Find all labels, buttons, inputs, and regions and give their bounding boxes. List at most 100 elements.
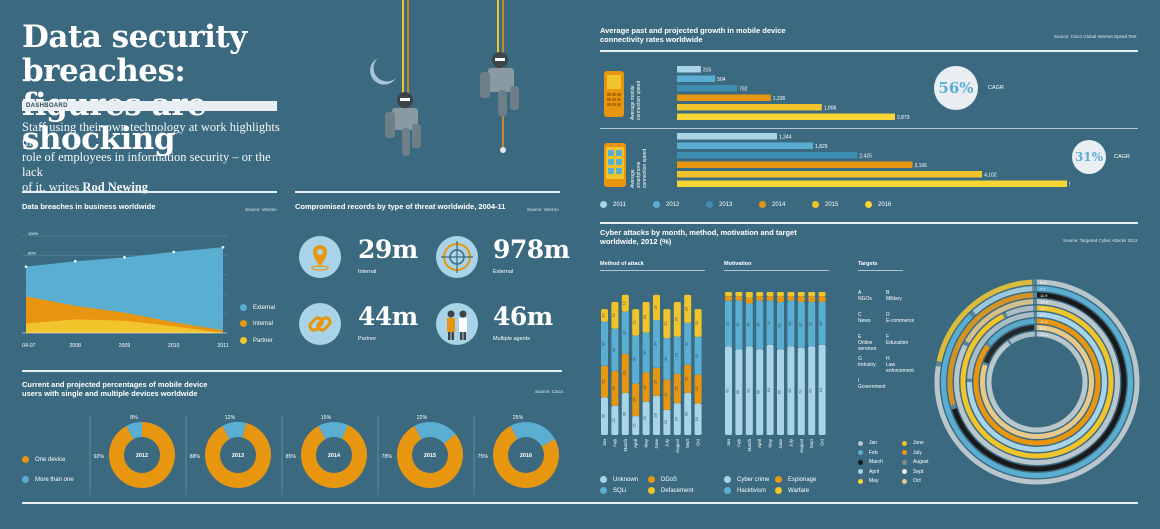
stack-value: 30 [746, 323, 750, 327]
y-tick-label: 100% [28, 231, 39, 236]
stack-value: 26 [633, 398, 637, 402]
connectivity-value-label: 504 [717, 77, 726, 83]
donut-slice-one [301, 425, 367, 488]
donut-year: 2015 [424, 453, 436, 459]
donut-more-label: 25% [513, 415, 524, 421]
connectivity-bar [677, 152, 858, 159]
legend-cyber-crime: Cyber crime [724, 476, 769, 483]
external-point [123, 256, 126, 259]
stack-segment [797, 302, 805, 348]
stack-segment [756, 292, 764, 297]
stack-value: 32 [726, 321, 730, 325]
stack-segment [756, 300, 764, 350]
month-label: Sept [809, 438, 814, 448]
stack-segment [601, 309, 608, 322]
title-line-1: Data security breaches: [22, 19, 247, 89]
donut-one-label: 85% [286, 454, 297, 460]
month-label: June [778, 439, 783, 449]
x-tick-label: 2009 [119, 343, 131, 349]
stack-segment [684, 294, 692, 323]
record-internal-label: Internal [358, 269, 377, 275]
stack-value: 33 [664, 357, 668, 361]
stack-segment [735, 292, 743, 297]
stack-value: 28 [654, 413, 658, 417]
crosshair-icon [436, 236, 478, 278]
ring-value: 11.9 [1040, 293, 1048, 298]
stack-value: 26 [674, 317, 678, 321]
stack-segment [766, 296, 774, 301]
stack-segment [632, 416, 640, 435]
target-item: I Government [858, 378, 886, 390]
stack-value: 24 [664, 393, 668, 397]
month-label: March [623, 439, 628, 452]
ring-arc [954, 299, 1120, 465]
donut-pointer [212, 450, 218, 460]
stack-segment [766, 292, 774, 297]
month-label: Feb [612, 439, 617, 447]
stack-segment [808, 296, 816, 303]
stack-segment [787, 346, 795, 435]
month-legend-item: April [858, 469, 879, 475]
month-label: August [675, 438, 680, 453]
breaches-title: Data breaches in business worldwide [22, 202, 156, 211]
donut-one-label: 92% [94, 454, 105, 460]
partner-area [26, 319, 223, 333]
month-label: April [757, 439, 762, 448]
stack-segment [766, 344, 774, 435]
stack-segment [787, 296, 795, 301]
stack-segment [642, 372, 650, 402]
section-tag: DASHBOARD [22, 101, 277, 111]
devices-source: Source: Cisco [535, 389, 564, 394]
stack-value: 62 [788, 389, 792, 393]
stack-segment [632, 335, 640, 384]
stack-segment [673, 336, 681, 374]
targets-title: Targets [858, 261, 878, 267]
stack-value: 15 [633, 423, 637, 427]
stack-value: 22 [695, 321, 699, 325]
legend-more-than-one: More than one [22, 476, 74, 483]
ring-value: 11.4 [1040, 319, 1048, 324]
month-legend: Jan June Feb July March August April Sept May Oct [858, 440, 938, 495]
month-legend-item: Oct [902, 478, 921, 484]
stack-segment [818, 296, 826, 303]
connectivity-legend-item: 2011 [600, 201, 626, 208]
donut-year: 2014 [328, 453, 341, 459]
ring-arc [941, 286, 1133, 478]
stack-segment [684, 364, 692, 393]
legend-espionage: Espionage [775, 476, 816, 483]
stack-segment [673, 302, 681, 337]
stack-value: 23 [643, 315, 647, 319]
donut-slice-more [222, 422, 247, 440]
stack-value: 30 [622, 412, 626, 416]
stack-value: 30 [643, 350, 647, 354]
donut-slice-one [493, 426, 559, 488]
donut-more-label: 8% [130, 415, 138, 421]
stack-segment [621, 353, 629, 393]
ring-arc-secondary [1009, 331, 1035, 344]
record-partner: 44m Partner [298, 302, 428, 347]
stack-segment [797, 296, 805, 303]
stack-segment [735, 300, 743, 350]
stack-value: 32 [798, 323, 802, 327]
donut-slice-one [109, 422, 175, 488]
connectivity-bar [677, 85, 738, 92]
stack-segment [663, 309, 671, 339]
connectivity-bar [677, 142, 814, 149]
connectivity-value-label: 1,344 [779, 135, 792, 141]
ring-arc-secondary [987, 318, 1035, 346]
stack-value: 35 [602, 342, 606, 346]
stack-segment [601, 397, 608, 435]
connectivity-value-label: 2,873 [897, 115, 910, 121]
stack-segment [694, 403, 702, 435]
connectivity-value-label: 1,236 [773, 96, 786, 102]
stack-segment [745, 346, 753, 435]
stack-value: 31 [809, 322, 813, 326]
month-label: July [664, 438, 669, 447]
stack-value: 63 [767, 388, 771, 392]
records-source: Source: Verizon [527, 207, 559, 212]
x-tick-label: 2011 [217, 343, 228, 349]
stack-value: 25 [695, 417, 699, 421]
connectivity-value-label: 315 [703, 68, 712, 74]
connectivity-value-label: 792 [739, 87, 748, 93]
group2-label: Average smartphone connection speed [630, 148, 648, 188]
